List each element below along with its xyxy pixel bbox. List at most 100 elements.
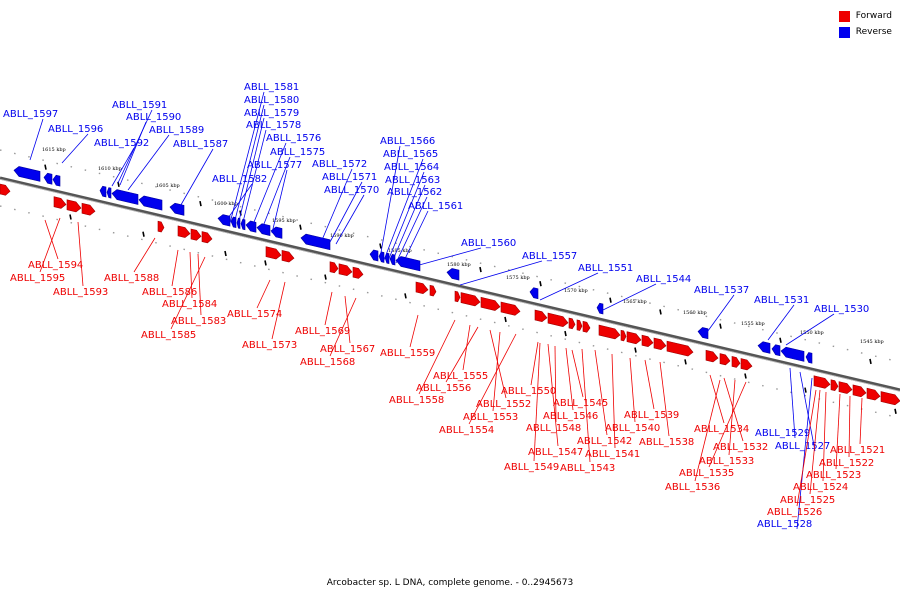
reverse-gene-arrow — [99, 185, 107, 198]
reverse-label-connector — [411, 247, 482, 268]
reverse-label-connector — [799, 371, 816, 452]
forward-gene-arrow-shape — [576, 319, 583, 331]
forward-gene-label: ABLL_1547 — [528, 447, 583, 458]
forward-gene-arrow — [329, 261, 339, 274]
forward-label-connector — [39, 217, 61, 273]
forward-label-connector — [409, 314, 419, 348]
bottom-tick-mark — [564, 330, 567, 337]
reverse-gene-label: ABLL_1576 — [266, 133, 321, 144]
bottom-tick-mark — [224, 250, 227, 257]
reverse-gene-arrow-shape — [256, 223, 271, 236]
forward-gene-arrow — [880, 391, 900, 406]
bottom-tick-mark — [264, 260, 267, 266]
reverse-gene-arrow-shape — [805, 352, 813, 364]
forward-gene-arrow-shape — [338, 263, 353, 277]
forward-gene-arrow-shape — [620, 329, 627, 342]
forward-gene-arrow — [265, 246, 282, 260]
reverse-gene-arrow-shape — [395, 256, 421, 272]
bottom-tick-mark — [142, 231, 145, 237]
forward-gene-label: ABLL_1588 — [104, 273, 159, 284]
forward-gene-label: ABLL_1535 — [679, 468, 734, 479]
coordinate-tick-label: 1585 kbp — [388, 248, 412, 254]
forward-gene-arrow — [626, 331, 642, 345]
bottom-tick-mark — [634, 347, 637, 353]
forward-gene-label: ABLL_1545 — [553, 398, 608, 409]
forward-gene-label: ABLL_1595 — [10, 273, 65, 284]
forward-gene-label: ABLL_1541 — [585, 449, 640, 460]
legend: Forward Reverse — [838, 8, 892, 40]
forward-gene-label: ABLL_1549 — [504, 462, 559, 473]
coordinate-tick-label: 1545 kbp — [860, 339, 884, 345]
top-tick-mark — [539, 281, 542, 287]
reverse-gene-arrow-shape — [240, 218, 246, 231]
forward-label-connector — [571, 349, 584, 398]
forward-gene-arrow-shape — [265, 246, 282, 260]
forward-gene-label: ABLL_1553 — [463, 412, 518, 423]
reverse-label-connector — [395, 196, 428, 264]
forward-gene-arrow — [838, 381, 853, 394]
forward-label-connector — [271, 281, 286, 340]
forward-gene-arrow — [547, 312, 569, 327]
reverse-label-connector — [785, 313, 835, 346]
forward-label-connector — [728, 379, 736, 456]
forward-gene-label: ABLL_1521 — [830, 445, 885, 456]
reverse-gene-arrow — [256, 223, 271, 236]
bottom-tick-mark — [69, 214, 72, 220]
forward-gene-arrow-shape — [454, 290, 461, 303]
forward-gene-arrow — [641, 334, 654, 347]
reverse-gene-label: ABLL_1561 — [408, 201, 463, 212]
forward-gene-arrow — [666, 340, 694, 357]
forward-gene-arrow — [852, 384, 867, 398]
forward-gene-arrow-shape — [415, 281, 429, 294]
reverse-gene-label: ABLL_1527 — [775, 441, 830, 452]
coordinate-tick-label: 1580 kbp — [447, 262, 471, 268]
reverse-label-connector — [271, 169, 288, 234]
forward-gene-arrow — [177, 225, 191, 238]
top-tick-mark — [659, 309, 662, 315]
top-tick-mark — [779, 337, 782, 343]
coordinate-tick-label: 1605 kbp — [156, 183, 180, 189]
bottom-tick-mark — [684, 359, 687, 365]
reverse-gene-label: ABLL_1577 — [247, 160, 302, 171]
forward-gene-arrow — [480, 296, 501, 311]
forward-gene-label: ABLL_1526 — [767, 507, 822, 518]
reverse-gene-label: ABLL_1557 — [522, 251, 577, 262]
forward-label-connector — [708, 381, 747, 468]
forward-label-connector — [171, 249, 179, 287]
forward-gene-label: ABLL_1585 — [141, 330, 196, 341]
forward-gene-arrow — [190, 228, 202, 241]
reverse-gene-arrow — [13, 166, 41, 182]
forward-label-connector — [581, 348, 591, 463]
forward-label-connector — [659, 361, 670, 437]
reverse-gene-label: ABLL_1589 — [149, 125, 204, 136]
reverse-gene-label: ABLL_1590 — [126, 112, 181, 123]
reverse-gene-label: ABLL_1528 — [757, 519, 812, 530]
reverse-gene-arrow — [529, 287, 539, 300]
forward-gene-arrow — [454, 290, 461, 303]
reverse-gene-arrow-shape — [780, 346, 805, 362]
reverse-label-connector — [225, 183, 253, 222]
forward-label-connector — [189, 251, 193, 299]
reverse-gene-arrow — [446, 268, 460, 281]
reverse-label-connector — [237, 117, 265, 226]
forward-gene-arrow-shape — [838, 381, 853, 394]
reverse-gene-arrow-shape — [529, 287, 539, 300]
top-tick-mark — [199, 200, 202, 207]
forward-gene-label: ABLL_1555 — [433, 371, 488, 382]
reverse-gene-arrow — [697, 327, 709, 340]
forward-label-connector — [835, 393, 841, 470]
reverse-gene-label: ABLL_1597 — [3, 109, 58, 120]
reverse-gene-arrow-shape — [99, 185, 107, 198]
forward-gene-label: ABLL_1522 — [819, 458, 874, 469]
coordinate-tick-label: 1590 kbp — [330, 233, 354, 239]
reverse-label-connector — [233, 104, 265, 225]
forward-label-connector — [418, 319, 456, 395]
genome-axis — [0, 176, 900, 392]
forward-gene-arrow-shape — [66, 199, 82, 213]
forward-label-connector — [554, 345, 557, 423]
reverse-gene-label: ABLL_1563 — [385, 175, 440, 186]
forward-gene-arrow — [66, 199, 82, 213]
legend-forward: Forward — [838, 8, 892, 24]
forward-label-connector — [533, 342, 541, 462]
